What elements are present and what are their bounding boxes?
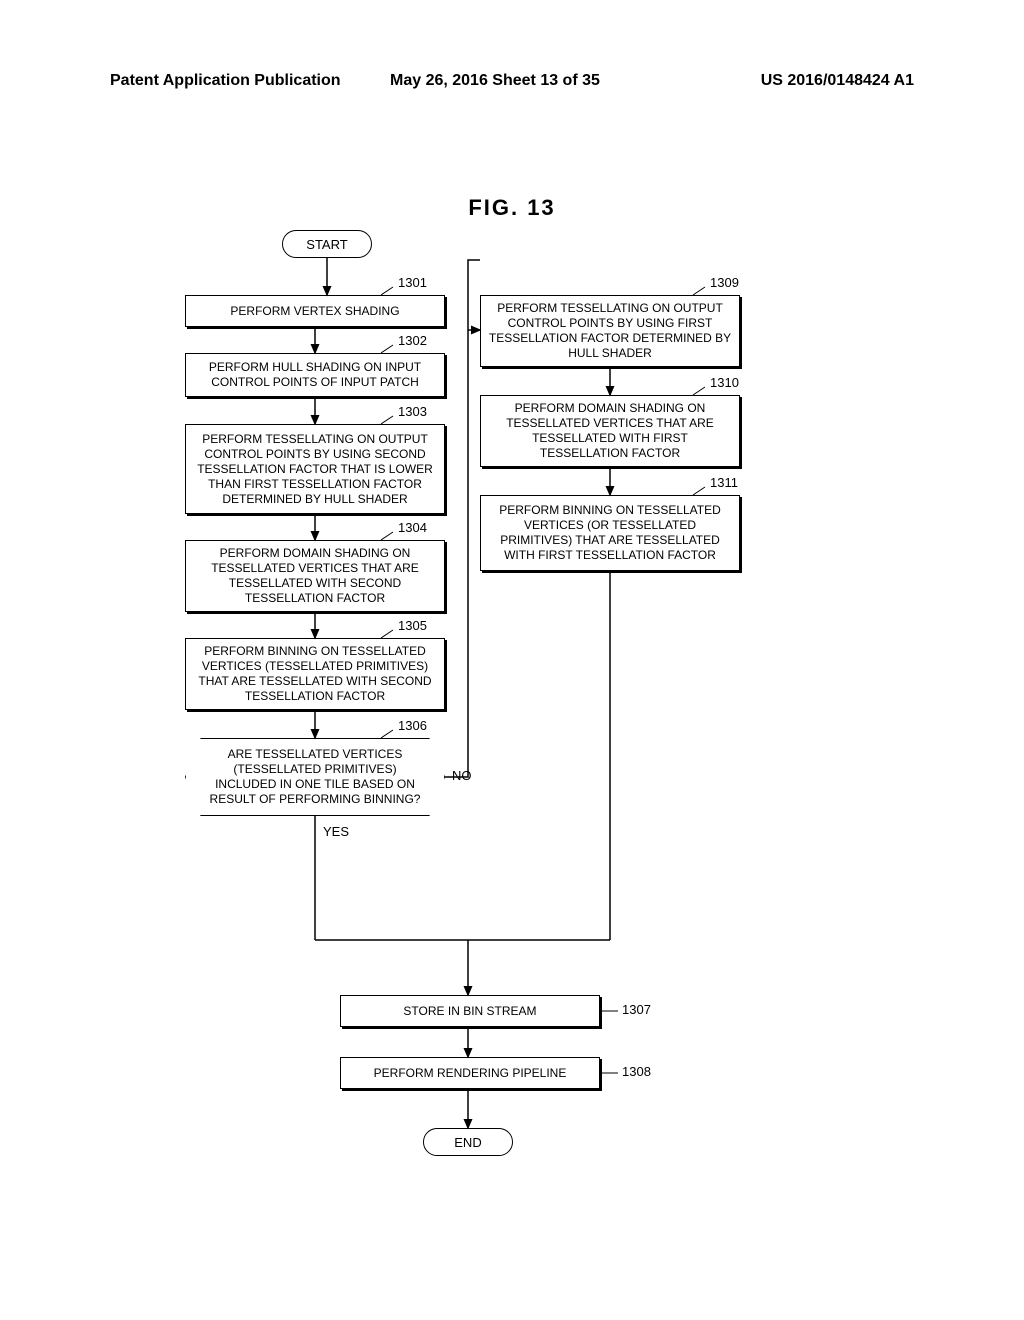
box-1305-text: PERFORM BINNING ON TESSELLATED VERTICES … <box>192 644 438 704</box>
box-1304: PERFORM DOMAIN SHADING ON TESSELLATED VE… <box>185 540 445 612</box>
ref-1309: 1309 <box>710 275 739 290</box>
box-1311: PERFORM BINNING ON TESSELLATED VERTICES … <box>480 495 740 571</box>
decision-1306: ARE TESSELLATED VERTICES (TESSELLATED PR… <box>185 738 445 816</box>
box-1305: PERFORM BINNING ON TESSELLATED VERTICES … <box>185 638 445 710</box>
no-label: NO <box>452 768 472 783</box>
ref-1308: 1308 <box>622 1064 651 1079</box>
box-1311-text: PERFORM BINNING ON TESSELLATED VERTICES … <box>487 503 733 563</box>
box-1301: PERFORM VERTEX SHADING <box>185 295 445 327</box>
ref-1307: 1307 <box>622 1002 651 1017</box>
box-1310: PERFORM DOMAIN SHADING ON TESSELLATED VE… <box>480 395 740 467</box>
figure-title: FIG. 13 <box>0 195 1024 221</box>
ref-1311: 1311 <box>710 475 738 490</box>
header-right: US 2016/0148424 A1 <box>761 72 914 90</box>
ref-1304: 1304 <box>398 520 427 535</box>
start-terminator: START <box>282 230 372 258</box>
ref-1310: 1310 <box>710 375 739 390</box>
ref-1306: 1306 <box>398 718 427 733</box>
start-label: START <box>306 237 347 252</box>
box-1309: PERFORM TESSELLATING ON OUTPUT CONTROL P… <box>480 295 740 367</box>
ref-1301: 1301 <box>398 275 427 290</box>
box-1307-text: STORE IN BIN STREAM <box>403 1004 536 1019</box>
box-1308: PERFORM RENDERING PIPELINE <box>340 1057 600 1089</box>
box-1302: PERFORM HULL SHADING ON INPUT CONTROL PO… <box>185 353 445 397</box>
box-1309-text: PERFORM TESSELLATING ON OUTPUT CONTROL P… <box>487 301 733 361</box>
box-1304-text: PERFORM DOMAIN SHADING ON TESSELLATED VE… <box>192 546 438 606</box>
ref-1305: 1305 <box>398 618 427 633</box>
end-label: END <box>454 1135 481 1150</box>
box-1310-text: PERFORM DOMAIN SHADING ON TESSELLATED VE… <box>487 401 733 461</box>
header-center: May 26, 2016 Sheet 13 of 35 <box>390 72 600 90</box>
header-left: Patent Application Publication <box>110 72 341 90</box>
yes-label: YES <box>323 824 349 839</box>
box-1301-text: PERFORM VERTEX SHADING <box>230 304 399 319</box>
end-terminator: END <box>423 1128 513 1156</box>
ref-1302: 1302 <box>398 333 427 348</box>
box-1307: STORE IN BIN STREAM <box>340 995 600 1027</box>
box-1303: PERFORM TESSELLATING ON OUTPUT CONTROL P… <box>185 424 445 514</box>
box-1303-text: PERFORM TESSELLATING ON OUTPUT CONTROL P… <box>192 432 438 507</box>
box-1302-text: PERFORM HULL SHADING ON INPUT CONTROL PO… <box>192 360 438 390</box>
box-1308-text: PERFORM RENDERING PIPELINE <box>374 1066 567 1081</box>
ref-1303: 1303 <box>398 404 427 419</box>
decision-1306-text: ARE TESSELLATED VERTICES (TESSELLATED PR… <box>206 747 424 807</box>
